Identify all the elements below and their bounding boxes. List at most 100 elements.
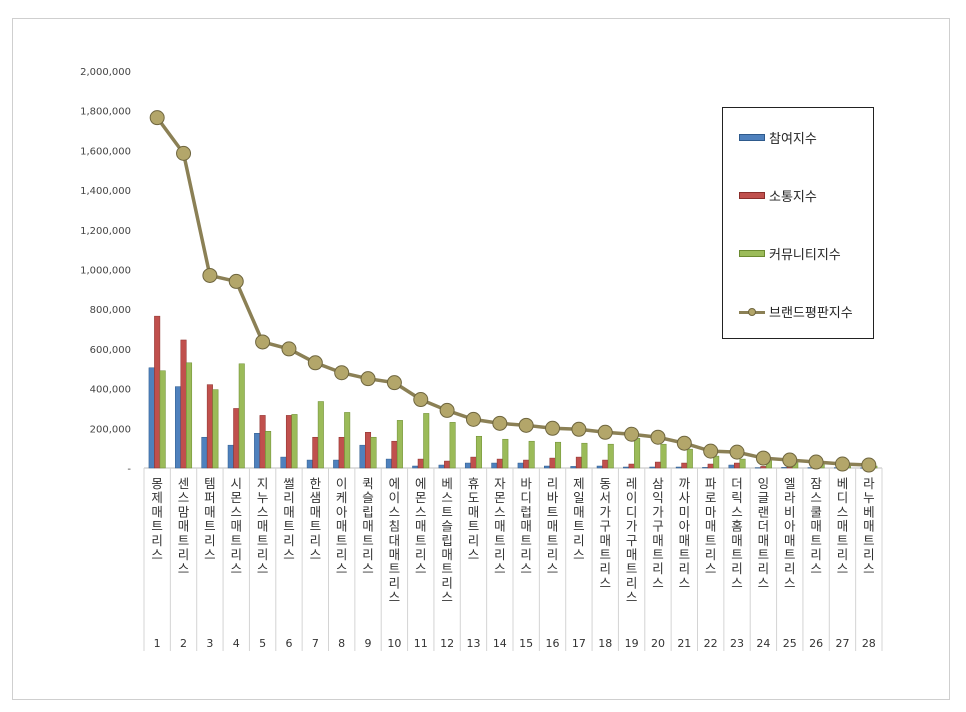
bar-communication [549, 457, 556, 469]
point-brand-reputation [386, 375, 402, 391]
rank-label: 7 [312, 637, 319, 650]
bar-communication [285, 415, 292, 469]
point-brand-reputation [861, 457, 877, 473]
rank-label: 5 [259, 637, 266, 650]
bar-communication [575, 456, 582, 469]
bar-participation [175, 386, 182, 469]
bar-community [344, 412, 351, 469]
bar-communication [259, 415, 266, 469]
point-brand-reputation [307, 355, 323, 371]
bar-participation [754, 467, 761, 469]
rank-label: 2 [180, 637, 187, 650]
point-brand-reputation [492, 415, 508, 431]
bar-community [159, 370, 166, 469]
bar-participation [517, 462, 524, 469]
bar-community [423, 413, 430, 469]
rank-label: 3 [206, 637, 213, 650]
point-brand-reputation [808, 454, 824, 470]
rank-label: 15 [519, 637, 533, 650]
bar-communication [391, 440, 398, 469]
bar-community [396, 420, 403, 469]
y-tick-label: 400,000 [90, 385, 131, 396]
bar-participation [464, 462, 471, 469]
bar-communication [760, 466, 767, 469]
bar-participation [412, 465, 419, 469]
legend-item-brand-reputation: 브랜드평판지수 [739, 302, 853, 321]
bar-community [317, 401, 324, 469]
rank-label: 10 [387, 637, 401, 650]
y-tick-label: 1,200,000 [80, 226, 131, 237]
y-tick-label: 1,000,000 [80, 266, 131, 277]
chart-legend: 참여지수 소통지수 커뮤니티지수 브랜드평판지수 [722, 107, 874, 339]
bar-communication [523, 459, 530, 469]
point-brand-reputation [650, 429, 666, 445]
chart-frame: - 200,000 400,000 600,000 800,000 1,000,000 1,… [12, 18, 950, 700]
bar-communication [365, 432, 372, 469]
point-brand-reputation [624, 426, 640, 442]
bar-participation [280, 456, 287, 469]
bar-participation [254, 433, 261, 469]
bar-community [739, 458, 746, 469]
point-brand-reputation [729, 444, 745, 460]
point-brand-reputation [202, 267, 218, 283]
bar-communication [338, 436, 345, 469]
bar-community [713, 455, 720, 469]
legend-label-communication: 소통지수 [769, 190, 817, 205]
point-brand-reputation [360, 371, 376, 387]
bar-participation [623, 466, 630, 469]
point-brand-reputation [755, 450, 771, 466]
bar-community [634, 437, 641, 469]
rank-label: 17 [572, 637, 586, 650]
point-brand-reputation [545, 420, 561, 436]
legend-label-community: 커뮤니티지수 [769, 248, 841, 263]
bar-participation [649, 466, 656, 469]
legend-item-communication: 소통지수 [739, 186, 817, 205]
rank-label: 9 [365, 637, 372, 650]
bar-participation [227, 444, 234, 469]
brand-reputation-chart: - 200,000 400,000 600,000 800,000 1,000,000 1,… [80, 67, 883, 651]
bar-participation [596, 465, 603, 469]
rank-label: 24 [756, 637, 770, 650]
legend-swatch-communication [739, 192, 765, 199]
bar-participation [306, 459, 313, 469]
point-brand-reputation [518, 417, 534, 433]
bar-communication [681, 462, 688, 469]
point-brand-reputation [597, 424, 613, 440]
bar-participation [570, 466, 577, 469]
point-brand-reputation [281, 341, 297, 357]
rank-label: 14 [493, 637, 507, 650]
bar-communication [707, 463, 714, 469]
y-tick-label: 1,800,000 [80, 107, 131, 118]
bar-communication [444, 460, 451, 469]
bar-community [186, 362, 193, 469]
bar-community [502, 438, 509, 469]
y-tick-label: 1,400,000 [80, 186, 131, 197]
bar-participation [333, 459, 340, 469]
bar-communication [233, 408, 240, 469]
point-brand-reputation [149, 110, 165, 126]
bar-community [291, 414, 298, 469]
rank-label: 27 [835, 637, 849, 650]
bar-communication [417, 458, 424, 469]
bar-participation [148, 367, 155, 469]
bar-community [607, 443, 614, 469]
rank-label: 28 [862, 637, 876, 650]
